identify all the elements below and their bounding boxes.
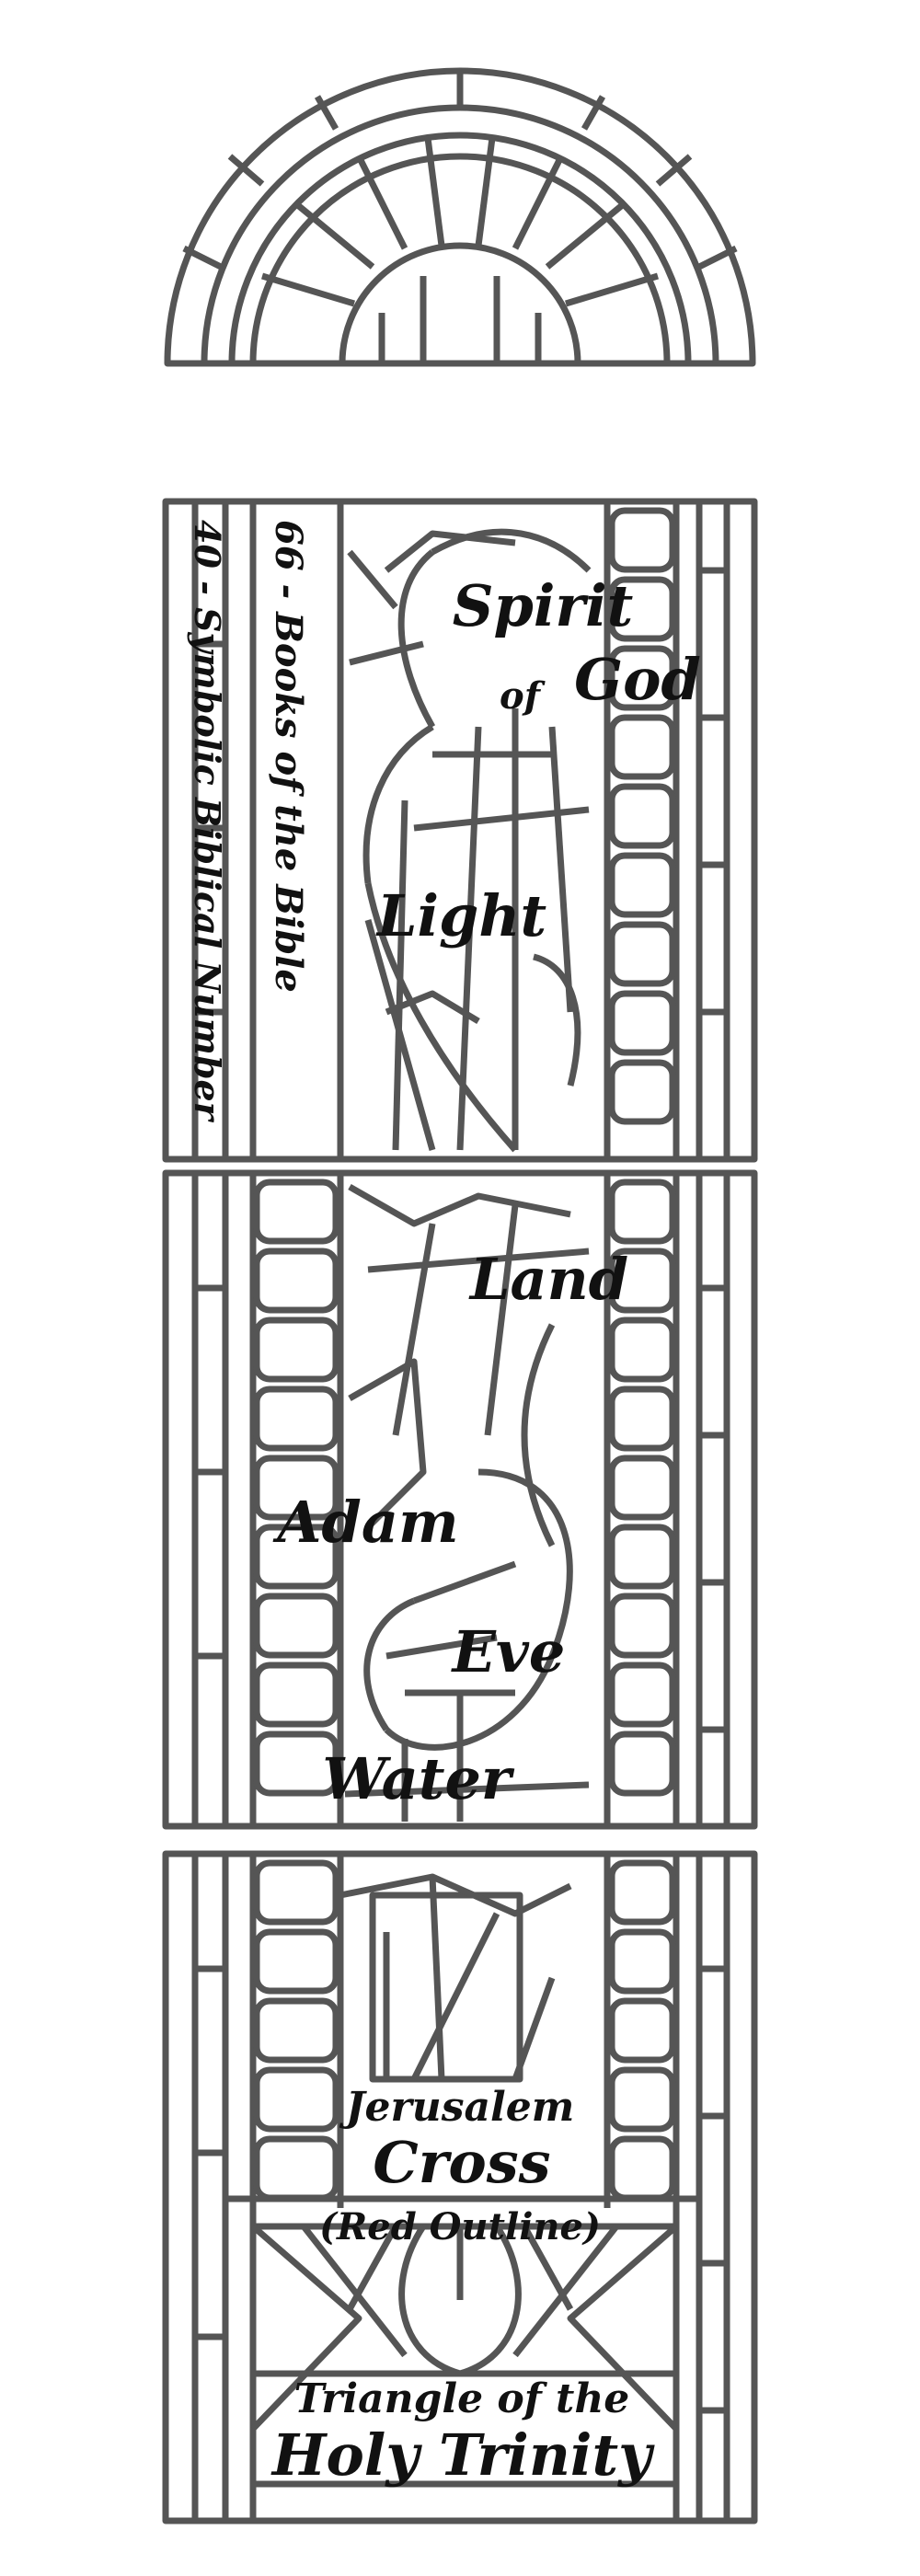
label-god: God [574, 646, 701, 713]
panel-top [162, 498, 758, 1163]
arch-outer [164, 67, 756, 367]
panel-middle-frame [162, 1169, 758, 1830]
arch-ring-3 [249, 153, 671, 364]
label-red-outline: (Red Outline) [319, 2205, 601, 2248]
arch-ring-4 [339, 242, 581, 364]
label-of: of [500, 674, 546, 718]
panel-middle [162, 1169, 758, 1830]
panel-top-labels: Spirit of God Light [375, 572, 701, 949]
arch-ring-2 [228, 132, 692, 364]
side-labels: 66 - Books of the Bible 40 - Symbolic Bi… [187, 520, 310, 1123]
label-eve: Eve [451, 1618, 566, 1685]
label-holy-trinity: Holy Trinity [270, 2421, 655, 2489]
label-light: Light [375, 882, 547, 949]
label-land: Land [468, 1246, 628, 1313]
label-40-symbolic: 40 - Symbolic Biblical Number [187, 520, 228, 1123]
label-spirit: Spirit [453, 572, 634, 639]
label-66-books: 66 - Books of the Bible [267, 520, 310, 993]
label-cross: Cross [373, 2129, 550, 2196]
label-triangle-of-the: Triangle of the [294, 2375, 630, 2422]
label-adam: Adam [272, 1489, 458, 1556]
panel-bottom-frame [162, 1850, 758, 2524]
label-jerusalem: Jerusalem [339, 2084, 575, 2131]
panel-top-frame [162, 498, 758, 1163]
panel-middle-labels: Land Adam Eve Water [272, 1246, 628, 1812]
label-water: Water [322, 1745, 514, 1812]
panel-bottom-labels: Jerusalem Cross (Red Outline) Triangle o… [270, 2084, 655, 2489]
panel-bottom [162, 1850, 758, 2524]
arch-ring-1 [201, 104, 719, 364]
arch-lunette [164, 67, 756, 367]
